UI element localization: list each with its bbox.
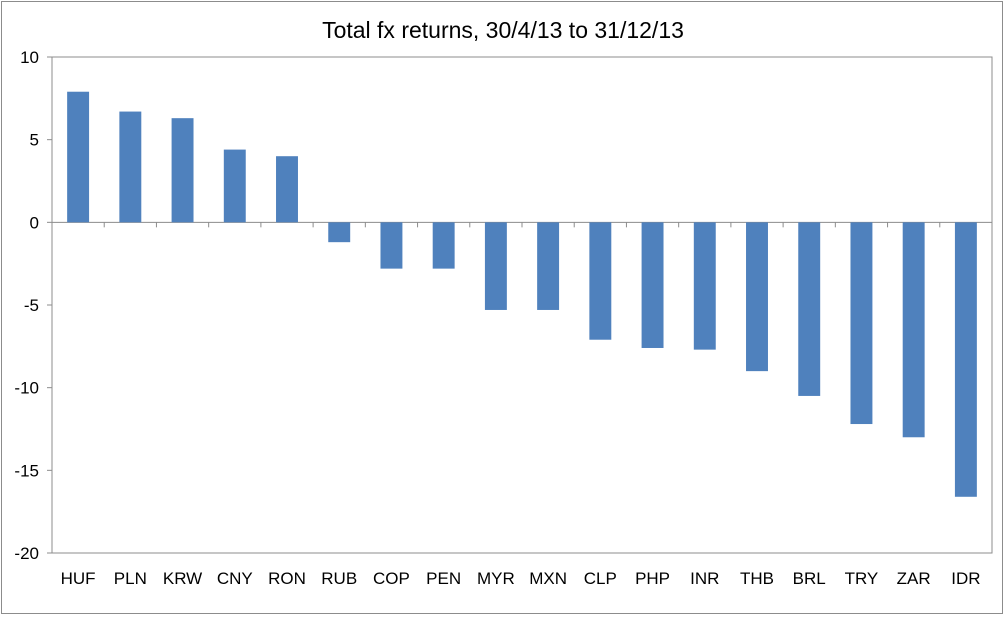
x-tick-label: CLP [584,569,617,588]
x-tick-label: PLN [114,569,147,588]
y-axis: 10 5 0 -5 -10 -15 -20 [14,48,52,563]
x-axis-labels: HUF PLN KRW CNY RON RUB COP PEN MYR MXN CLP PHP INR T… [61,569,981,588]
bar-brl [798,222,821,396]
bar-myr [484,222,507,310]
bar-rub [328,222,351,243]
y-tick-label: -5 [24,296,39,315]
bar-huf [67,91,90,223]
x-tick-label: KRW [163,569,202,588]
bar-try [850,222,873,425]
x-tick-label: PEN [426,569,461,588]
y-tick-label: 10 [20,48,39,67]
x-tick-label: THB [740,569,774,588]
y-tick-label: -20 [14,544,39,563]
x-tick-label: PHP [635,569,670,588]
bar-php [641,222,664,348]
x-tick-label: BRL [793,569,826,588]
x-tick-label: COP [373,569,410,588]
bar-idr [954,222,977,497]
y-tick-label: 5 [30,131,39,150]
x-tick-label: ZAR [897,569,931,588]
bar-ron [276,156,298,223]
x-tick-label: MYR [477,569,515,588]
bar-inr [693,222,716,350]
bar-cop [380,222,403,269]
bar-clp [589,222,612,340]
y-tick-label: -15 [14,461,39,480]
x-tick-label: HUF [61,569,96,588]
y-tick-label: 0 [30,213,39,232]
bar-pen [432,222,455,269]
bar-thb [746,222,768,372]
x-tick-label: RON [268,569,306,588]
x-tick-label: INR [690,569,719,588]
bar-mxn [537,222,560,310]
x-tick-label: RUB [321,569,357,588]
bar-krw [171,118,194,223]
zero-axis [51,221,993,228]
x-tick-label: TRY [845,569,879,588]
bar-zar [902,222,925,438]
x-tick-label: MXN [529,569,567,588]
x-tick-label: IDR [951,569,980,588]
x-tick-label: CNY [217,569,253,588]
chart-title: Total fx returns, 30/4/13 to 31/12/13 [322,17,684,43]
plot-area [51,56,993,554]
bars [67,91,977,497]
bar-cny [223,149,246,223]
bar-pln [119,111,142,223]
y-tick-label: -10 [14,379,39,398]
